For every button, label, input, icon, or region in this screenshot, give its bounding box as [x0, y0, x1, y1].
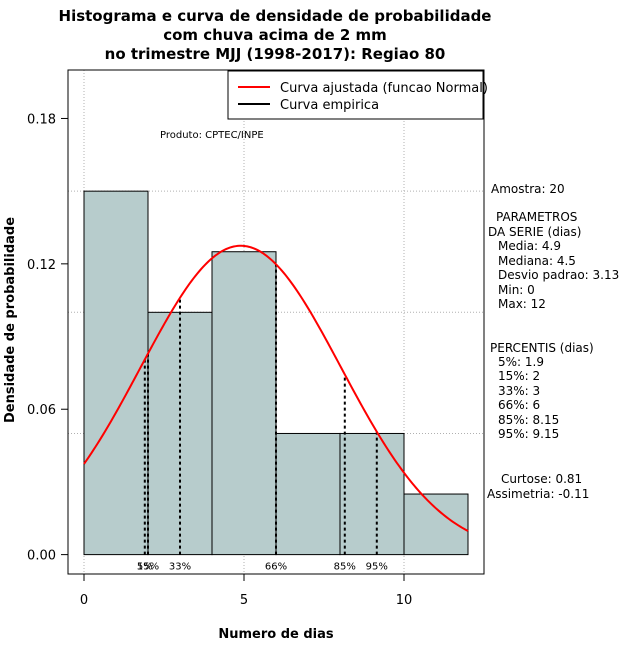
chart-title-line-2: com chuva acima de 2 mm [163, 26, 387, 44]
side-panel-stats: Amostra: 20 PARAMETROS DA SERIE (dias) M… [487, 182, 619, 501]
x-tick-label-0: 0 [80, 593, 88, 608]
sample-size: Amostra: 20 [491, 182, 565, 196]
param-max: Max: 12 [498, 297, 546, 311]
percentile-label-5: 95% [366, 562, 388, 573]
histogram-bar-3 [275, 432, 341, 556]
percentil-95: 95%: 9.15 [498, 427, 559, 441]
percentile-label-3: 66% [265, 562, 287, 573]
x-tick-label-2: 10 [396, 593, 413, 608]
percentil-5: 5%: 1.9 [498, 355, 544, 369]
percentile-label-2: 33% [169, 562, 191, 573]
y-tick-label-2: 0.12 [27, 258, 56, 273]
y-tick-label-3: 0.18 [27, 112, 56, 127]
legend-box [227, 70, 484, 120]
histogram-bar-2 [211, 251, 277, 556]
legend: Curva ajustada (funcao Normal) Curva emp… [227, 70, 488, 120]
fitted-normal-curve [83, 244, 469, 532]
percentil-85: 85%: 8.15 [498, 413, 559, 427]
assimetria: Assimetria: -0.11 [487, 487, 589, 501]
y-tick-label-0: 0.00 [27, 549, 56, 564]
chart-title-line-3: no trimestre MJJ (1998-2017): Regiao 80 [105, 45, 446, 63]
param-mediana: Mediana: 4.5 [498, 254, 576, 268]
param-desvio: Desvio padrao: 3.13 [498, 268, 619, 282]
params-title-2: DA SERIE (dias) [488, 225, 581, 239]
percentile-label-4: 85% [334, 562, 356, 573]
product-annotation: Produto: CPTEC/INPE [160, 130, 264, 141]
percentile-labels: 5%15% 33% 66% 85% 95% [137, 562, 388, 573]
legend-curve-label: Curva ajustada (funcao Normal) [280, 81, 488, 96]
y-axis-title: Densidade de probabilidade [3, 217, 18, 423]
percentil-33: 33%: 3 [498, 384, 540, 398]
percentile-label-1: 15% [137, 562, 159, 573]
axes: 0 5 10 0.00 0.06 0.12 0.18 [27, 112, 412, 608]
percentile-label-0: 5% [137, 562, 153, 573]
percentil-15: 15%: 2 [498, 369, 540, 383]
x-axis-title: Numero de dias [218, 627, 334, 642]
legend-empirical-label: Curva empirica [280, 98, 379, 113]
curtose: Curtose: 0.81 [501, 472, 582, 486]
percentil-66: 66%: 6 [498, 398, 540, 412]
x-tick-label-1: 5 [240, 593, 248, 608]
y-tick-label-1: 0.06 [27, 403, 56, 418]
percentis-title: PERCENTIS (dias) [490, 341, 594, 355]
params-title-1: PARAMETROS [496, 210, 577, 224]
chart-title-line-1: Histograma e curva de densidade de proba… [59, 7, 492, 25]
percentile-lines [143, 264, 378, 555]
param-min: Min: 0 [498, 283, 535, 297]
param-media: Media: 4.9 [498, 239, 561, 253]
histogram-bar-4 [339, 432, 405, 556]
